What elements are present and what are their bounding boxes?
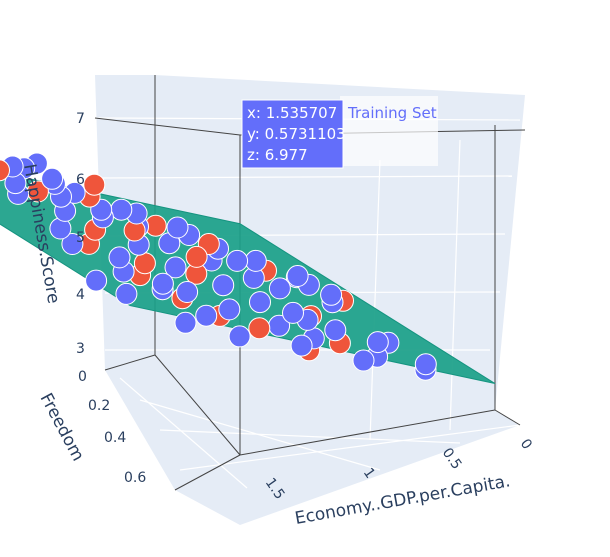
- data-point-blue-55[interactable]: [320, 283, 343, 306]
- y-axis-title: Freedom: [36, 390, 88, 465]
- hover-x-value: x: 1.535707: [247, 104, 337, 122]
- scene-frame: [94, 75, 526, 491]
- z-tick-3: 3: [76, 341, 85, 357]
- data-point-red-8[interactable]: [133, 252, 156, 275]
- data-point-blue-21[interactable]: [244, 249, 267, 272]
- z-tick-5: 5: [76, 230, 85, 246]
- legend-box: [340, 96, 438, 166]
- z-tick-4: 4: [76, 287, 85, 303]
- data-point-blue-31[interactable]: [176, 281, 199, 303]
- y-axis-ticks: 0 0.2 0.4 0.6: [78, 369, 146, 486]
- data-point-blue-13[interactable]: [110, 198, 133, 221]
- data-point-blue-22[interactable]: [226, 249, 249, 272]
- legend[interactable]: Training Set: [340, 96, 438, 166]
- hover-box: [241, 99, 344, 169]
- y-tick-0: 0: [78, 369, 87, 385]
- data-point-blue-45[interactable]: [352, 349, 375, 372]
- data-point-blue-58[interactable]: [115, 282, 138, 305]
- z-tick-6: 6: [76, 172, 85, 188]
- data-point-blue-33[interactable]: [282, 301, 304, 324]
- data-point-blue-25[interactable]: [164, 256, 187, 279]
- data-point-red-1[interactable]: [0, 159, 10, 182]
- y-tick-0.4: 0.4: [104, 430, 126, 446]
- data-point-blue-24[interactable]: [286, 265, 309, 287]
- data-point-blue-17[interactable]: [166, 216, 189, 239]
- y-tick-0.2: 0.2: [88, 398, 110, 414]
- hover-tooltip: x: 1.535707 y: 0.5731103 z: 6.977: [241, 99, 346, 169]
- data-point-blue-61[interactable]: [366, 331, 389, 354]
- data-point-blue-27[interactable]: [268, 277, 291, 300]
- hover-z-value: z: 6.977: [247, 146, 308, 164]
- data-point-blue-47[interactable]: [151, 272, 174, 295]
- data-point-blue-59[interactable]: [174, 311, 197, 334]
- data-point-blue-44[interactable]: [414, 353, 437, 376]
- data-point-blue-54[interactable]: [41, 167, 64, 190]
- floor-plane: [105, 355, 520, 525]
- hover-y-value: y: 0.5731103: [247, 125, 346, 143]
- data-point-blue-57[interactable]: [108, 246, 131, 269]
- data-point-blue-28[interactable]: [212, 274, 235, 297]
- data-point-red-20[interactable]: [83, 173, 106, 196]
- data-point-blue-37[interactable]: [195, 304, 218, 327]
- data-points: [0, 152, 437, 381]
- data-point-blue-63[interactable]: [85, 269, 108, 292]
- data-point-blue-43[interactable]: [290, 334, 313, 357]
- z-tick-7: 7: [76, 111, 85, 127]
- z-axis-ticks: 7 6 5 4 3: [76, 111, 85, 357]
- x-tick-0: 0: [517, 436, 535, 452]
- data-point-blue-32[interactable]: [249, 291, 271, 314]
- data-point-red-13[interactable]: [248, 317, 271, 340]
- y-tick-0.6: 0.6: [124, 470, 146, 486]
- data-point-red-17[interactable]: [185, 245, 208, 268]
- legend-item-training-set[interactable]: Training Set: [347, 104, 437, 122]
- data-point-blue-36[interactable]: [324, 319, 347, 342]
- data-point-blue-49[interactable]: [61, 233, 84, 255]
- data-point-blue-34[interactable]: [218, 298, 241, 321]
- data-point-blue-41[interactable]: [228, 325, 251, 348]
